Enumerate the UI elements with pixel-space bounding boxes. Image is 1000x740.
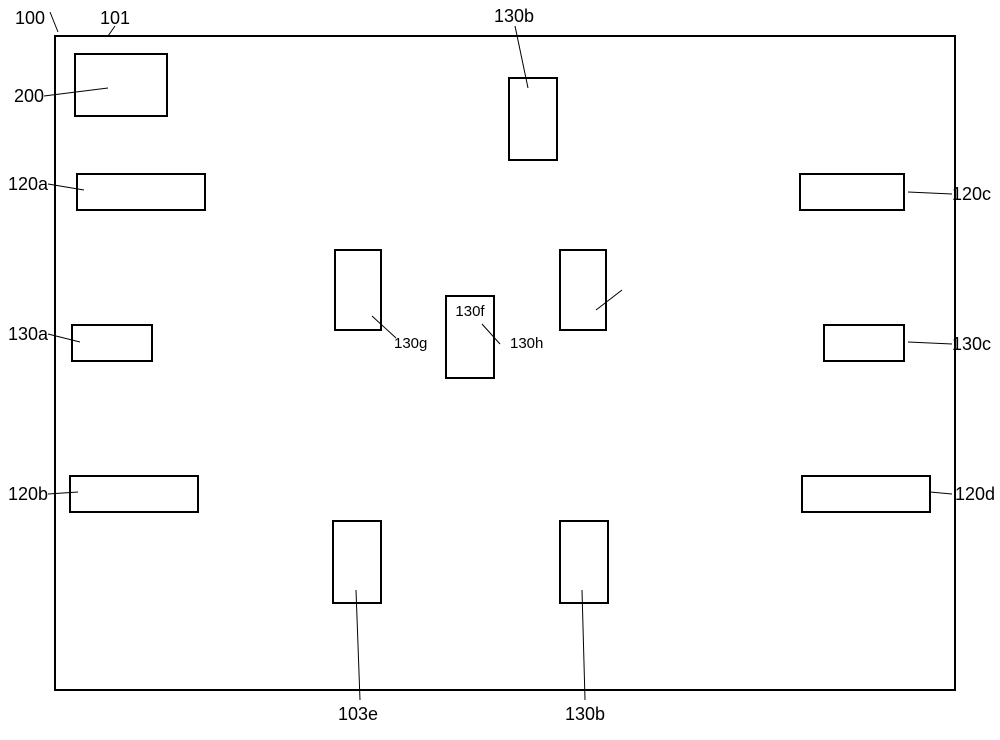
label-l130g: 130g	[394, 335, 427, 352]
label-l120c: 120c	[952, 184, 991, 204]
label-l120a: 120a	[8, 174, 49, 194]
box-b103e	[333, 521, 381, 603]
label-l120d: 120d	[955, 484, 995, 504]
box-b130a	[72, 325, 152, 361]
label-l101: 101	[100, 8, 130, 28]
label-l130a: 130a	[8, 324, 49, 344]
label-l100: 100	[15, 8, 45, 28]
box-b130b	[509, 78, 557, 160]
label-l200: 200	[14, 86, 44, 106]
box-b120d	[802, 476, 930, 512]
box-b120a	[77, 174, 205, 210]
label-l130c: 130c	[952, 334, 991, 354]
lead-100	[50, 12, 58, 32]
label-l120b: 120b	[8, 484, 48, 504]
label-l103e: 103e	[338, 704, 378, 724]
box-b120b	[70, 476, 198, 512]
box-b130c	[824, 325, 904, 361]
label-l130b: 130b	[494, 6, 534, 26]
box-b120c	[800, 174, 904, 210]
label-l130h: 130h	[510, 335, 543, 352]
frame-101	[55, 36, 955, 690]
label-l130f: 130f	[455, 303, 485, 320]
box-b130b2	[560, 521, 608, 603]
box-b130h	[560, 250, 606, 330]
box-b200	[75, 54, 167, 116]
label-l130b2: 130b	[565, 704, 605, 724]
